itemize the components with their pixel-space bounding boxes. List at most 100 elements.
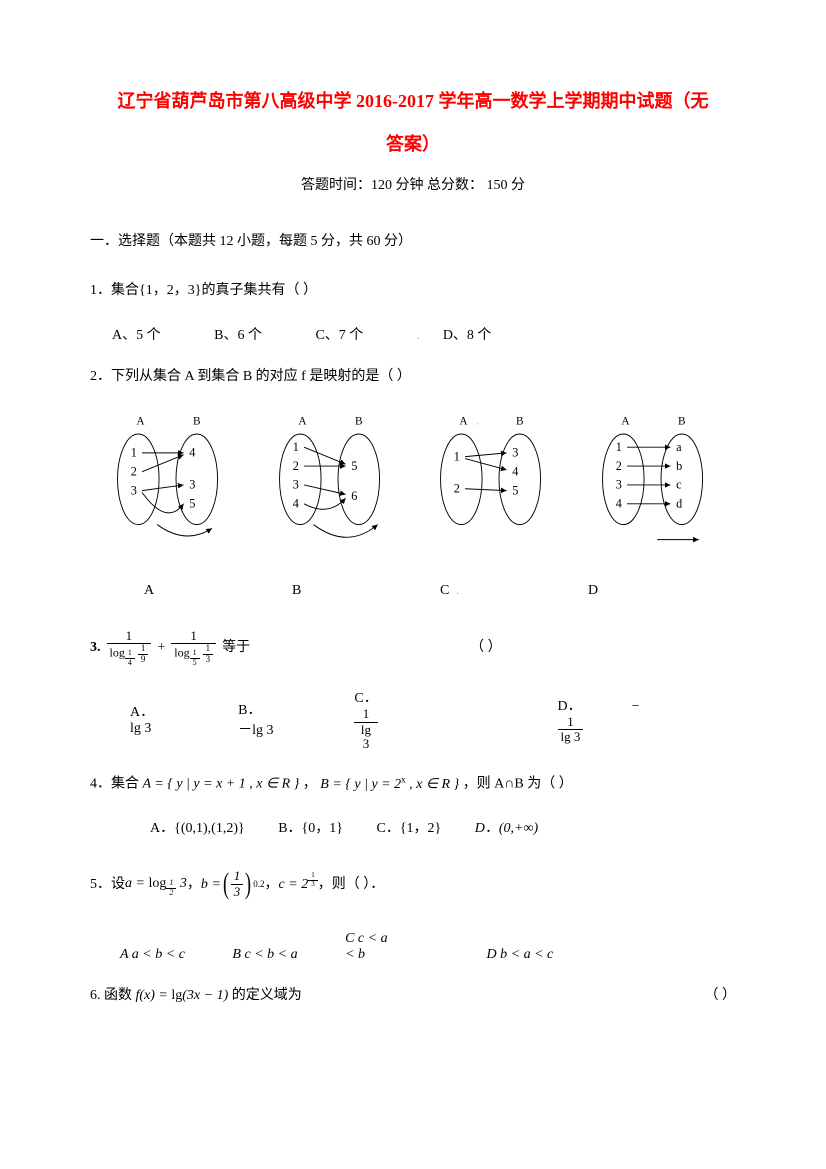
title-line-1: 辽宁省葫芦岛市第八高级中学 2016-2017 学年高一数学上学期期中试题（无 (118, 91, 709, 111)
svg-text:1: 1 (292, 440, 298, 454)
svg-text:4: 4 (615, 496, 621, 510)
svg-text:A: A (136, 415, 145, 427)
svg-text:A: A (621, 415, 630, 427)
q4-opt-a: A．{(0,1),(1,2)} (150, 817, 245, 837)
svg-text:2: 2 (131, 464, 137, 478)
exam-info: 答题时间：120 分钟 总分数： 150 分 (90, 174, 736, 194)
q5-post: ，则（ ）． (318, 872, 385, 897)
q3-opt-d: D．−1lg 3 (558, 695, 686, 745)
q5-c-txt: C c < a < b (345, 931, 395, 963)
q1-opt-b: B、6 个 (214, 324, 262, 344)
svg-text:1: 1 (615, 440, 621, 454)
svg-text:3: 3 (292, 477, 298, 491)
svg-text:3: 3 (512, 445, 518, 459)
q6-stem: 6. 函数 f(x) = lg(3x − 1) 的定义域为 （ ） (90, 983, 736, 1008)
q4-opt-b: B．{0，1} (278, 817, 343, 837)
q3-frac2: 1 log15 13 (171, 629, 216, 668)
q1-opt-c: C、7 个 (315, 324, 363, 344)
q5-b: b = (13)0.2 (201, 857, 265, 911)
svg-text:A: A (459, 415, 468, 427)
svg-text:4: 4 (189, 445, 195, 459)
svg-text:6: 6 (351, 489, 357, 503)
q5-a: a = log12 3 (125, 871, 187, 898)
q3-d-pre: D． (558, 695, 582, 715)
svg-text:3: 3 (615, 477, 621, 491)
q3-opt-b: B．－lg 3 (238, 699, 274, 739)
dot-icon: . (417, 331, 420, 342)
q4-stem: 4．集合 A = { y | y = x + 1 , x ∈ R } ， B =… (90, 771, 736, 797)
svg-text:2: 2 (292, 459, 298, 473)
q5-c: c = 213 (279, 872, 318, 897)
q1-opt-a: A、5 个 (112, 324, 161, 344)
q5-options: A a < b < c B c < b < a C c < a < b D b … (90, 931, 736, 963)
svg-text:3: 3 (131, 483, 137, 497)
q4-setA: A = { y | y = x + 1 , x ∈ R } (143, 777, 300, 792)
q5-opt-d: D b < a < c (487, 947, 554, 963)
q6-paren: （ ） (705, 983, 737, 1008)
svg-text:b: b (676, 459, 682, 473)
svg-text:B: B (516, 415, 524, 427)
svg-text:3: 3 (189, 477, 195, 491)
q3-tail: 等于 (222, 635, 250, 660)
q4-mid: ， (303, 777, 317, 792)
mapping-diagram-a: AB 123 435 (110, 409, 252, 559)
svg-text:4: 4 (292, 496, 298, 510)
q3-opt-c: C．1lg 3 (354, 687, 477, 751)
svg-text:5: 5 (351, 459, 357, 473)
q5-stem: 5．设 a = log12 3， b = (13)0.2， c = 213 ，则… (90, 857, 736, 911)
q6-left: 6. 函数 f(x) = lg(3x − 1) 的定义域为 (90, 983, 302, 1008)
mapping-diagram-d: A B 1 2 3 4 abcd (595, 409, 737, 559)
q2-option-labels: A B C . D (90, 583, 736, 599)
q3-frac1: 1 log14 19 (107, 629, 152, 668)
svg-text:1: 1 (131, 445, 137, 459)
q5-pre: 5．设 (90, 872, 125, 897)
svg-text:B: B (678, 415, 686, 427)
section-heading: 一．选择题（本题共 12 小题，每题 5 分，共 60 分） (90, 230, 736, 250)
q1-stem: 1．集合{1，2，3}的真子集共有（ ） (90, 278, 736, 303)
q6-pre: 6. 函数 (90, 988, 136, 1003)
svg-text:B: B (193, 415, 201, 427)
q2-c-text: C (440, 583, 449, 598)
q5-opt-c: C c < a < b (345, 931, 439, 963)
svg-text:c: c (676, 477, 682, 491)
q4-opt-d: D．(0,+∞) (475, 817, 538, 837)
page-title: 辽宁省葫芦岛市第八高级中学 2016-2017 学年高一数学上学期期中试题（无 … (90, 80, 736, 166)
svg-text:2: 2 (615, 459, 621, 473)
q3-stem: 3. 1 log14 19 + 1 log15 13 等于 （ ） (90, 629, 736, 668)
q3-c-pre: C． (354, 687, 377, 707)
q2-num: 2．下列从集合 A 到集合 B 的对应 f 是映射的是（ ） (90, 369, 411, 384)
svg-text:a: a (676, 440, 682, 454)
q3-lead: 3. (90, 635, 101, 660)
svg-text:A: A (298, 415, 307, 427)
q2-label-b: B (292, 583, 440, 599)
q3-options: A．lg 3 B．－lg 3 C．1lg 3 D．−1lg 3 (90, 687, 736, 751)
svg-text:d: d (676, 496, 682, 510)
q5-opt-b: B c < b < a (232, 947, 297, 963)
svg-text:2: 2 (454, 481, 460, 495)
q2-stem: 2．下列从集合 A 到集合 B 的对应 f 是映射的是（ ） (90, 364, 736, 389)
q6-fn: f(x) = lg(3x − 1) (136, 988, 229, 1003)
q4-setB: B = { y | y = 2x , x ∈ R } (320, 777, 459, 792)
q4-options: A．{(0,1),(1,2)} B．{0，1} C．{1，2} D．(0,+∞) (90, 817, 736, 837)
q4-opt-c: C．{1，2} (376, 817, 441, 837)
dot-icon: . (456, 586, 459, 597)
q4-pre: 4．集合 (90, 777, 143, 792)
q2-text: 2．下列从集合 A 到集合 B 的对应 f 是映射的是（ ） (90, 369, 411, 384)
title-line-2: 答案） (386, 134, 440, 154)
mapping-diagram-c: A. B 1 2 3 4 5 (433, 409, 575, 559)
svg-text:1: 1 (454, 449, 460, 463)
q5-opt-a: A a < b < c (120, 947, 185, 963)
mapping-diagram-b: A B 1 2 3 4 5 6 (272, 409, 414, 559)
q6-post: 的定义域为 (232, 988, 302, 1003)
q1-opt-d: D、8 个 (443, 324, 492, 344)
q2-label-c: C . (440, 583, 588, 599)
q3-paren: （ ） (470, 635, 502, 660)
svg-text:.: . (476, 417, 478, 427)
q4-post: ，则 A∩B 为（ ） (463, 777, 573, 792)
q2-label-a: A (144, 583, 292, 599)
svg-text:B: B (355, 415, 363, 427)
svg-text:4: 4 (512, 464, 518, 478)
q1-options: A、5 个 B、6 个 C、7 个 . D、8 个 (90, 324, 736, 344)
svg-text:5: 5 (512, 483, 518, 497)
q2-label-d: D (588, 583, 736, 599)
